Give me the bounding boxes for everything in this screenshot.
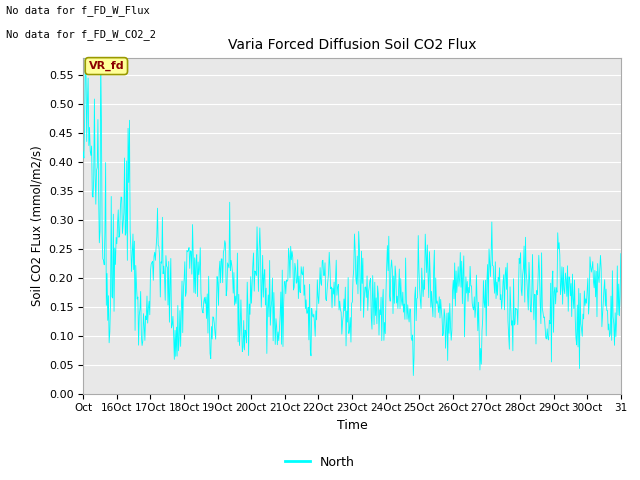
- Text: VR_fd: VR_fd: [88, 61, 124, 71]
- Title: Varia Forced Diffusion Soil CO2 Flux: Varia Forced Diffusion Soil CO2 Flux: [228, 38, 476, 52]
- Text: No data for f_FD_W_CO2_2: No data for f_FD_W_CO2_2: [6, 29, 156, 40]
- X-axis label: Time: Time: [337, 419, 367, 432]
- Text: No data for f_FD_W_Flux: No data for f_FD_W_Flux: [6, 5, 150, 16]
- Y-axis label: Soil CO2 FLux (mmol/m2/s): Soil CO2 FLux (mmol/m2/s): [30, 145, 43, 306]
- Legend: North: North: [280, 451, 360, 474]
